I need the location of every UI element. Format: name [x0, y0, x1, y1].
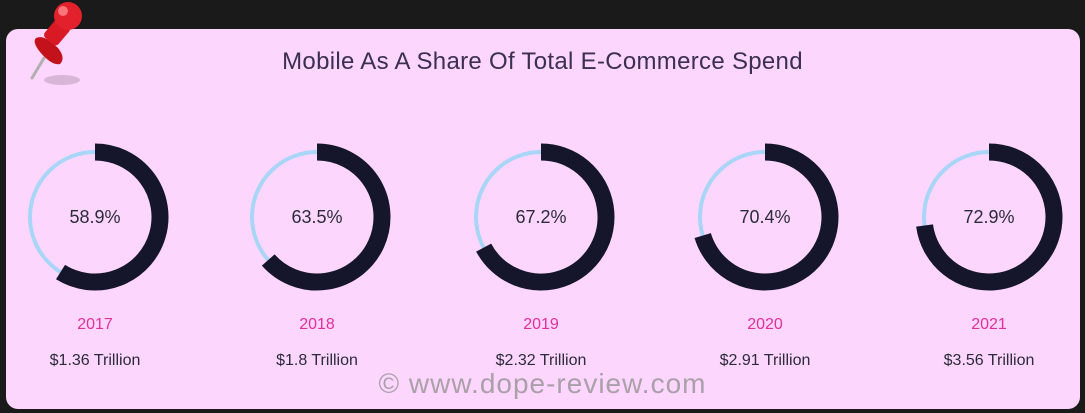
donut-2019: 67.2% 2019 $2.32 Trillion — [474, 143, 615, 369]
donut-arc-2018 — [261, 143, 391, 291]
push-pin-icon — [30, 2, 82, 85]
value-label-2017: 58.9% — [69, 207, 120, 227]
year-label-2021: 2021 — [971, 316, 1007, 333]
year-label-2017: 2017 — [77, 316, 113, 333]
total-label-2021: $3.56 Trillion — [944, 352, 1035, 369]
year-label-2019: 2019 — [523, 316, 559, 333]
total-label-2018: $1.8 Trillion — [276, 352, 358, 369]
watermark: © www.dope-review.com — [378, 368, 707, 399]
donut-arc-2017 — [56, 143, 169, 291]
donut-arc-2021 — [916, 143, 1063, 291]
donut-2021: 72.9% 2021 $3.56 Trillion — [916, 143, 1063, 369]
chart-title: Mobile As A Share Of Total E-Commerce Sp… — [282, 48, 803, 75]
donut-2020: 70.4% 2020 $2.91 Trillion — [694, 143, 839, 369]
year-label-2020: 2020 — [747, 316, 783, 333]
donut-arc-2020 — [694, 143, 839, 291]
chart-card — [6, 29, 1080, 409]
value-label-2018: 63.5% — [291, 207, 342, 227]
value-label-2019: 67.2% — [515, 207, 566, 227]
total-label-2019: $2.32 Trillion — [496, 352, 587, 369]
donut-2017: 58.9% 2017 $1.36 Trillion — [28, 143, 169, 369]
donut-2018: 63.5% 2018 $1.8 Trillion — [250, 143, 391, 369]
total-label-2017: $1.36 Trillion — [50, 352, 141, 369]
donut-arc-2019 — [476, 143, 615, 291]
value-label-2021: 72.9% — [963, 207, 1014, 227]
total-label-2020: $2.91 Trillion — [720, 352, 811, 369]
year-label-2018: 2018 — [299, 316, 335, 333]
value-label-2020: 70.4% — [739, 207, 790, 227]
